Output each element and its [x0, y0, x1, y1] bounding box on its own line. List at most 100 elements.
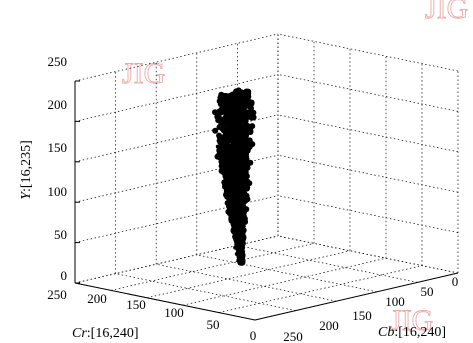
data-point — [222, 173, 229, 180]
floor-grid-cr — [218, 265, 423, 313]
outlier-point — [216, 152, 221, 157]
cr-axis-title: Cr:[16,240] — [72, 326, 139, 341]
cr-tick-label-150: 150 — [126, 297, 146, 312]
cr-axis-range: :[16,240] — [87, 326, 139, 341]
data-point — [226, 93, 233, 100]
backwall-cr-grid-h — [74, 195, 279, 243]
cb-tick-label-200: 200 — [319, 318, 339, 333]
outlier-point — [233, 245, 238, 250]
floor-grid-cb — [156, 263, 337, 302]
data-point — [233, 138, 240, 144]
watermark-3: JIG — [390, 304, 433, 337]
data-point — [236, 253, 243, 260]
outlier-point — [236, 258, 241, 263]
point-cloud — [212, 87, 257, 266]
data-point — [247, 129, 254, 135]
data-point — [236, 115, 242, 122]
cr-tick-label-100: 100 — [164, 305, 184, 320]
z-tick-label-200: 200 — [48, 97, 68, 112]
backwall-cr-grid-h — [74, 74, 279, 122]
cb-tick-label-250: 250 — [283, 329, 303, 343]
data-point — [241, 191, 248, 197]
backwall-cr-grid-h — [74, 235, 279, 284]
data-point — [232, 163, 238, 170]
cb-axis-line — [254, 272, 459, 321]
backwall-cr-grid-h — [74, 33, 279, 82]
data-point — [240, 217, 246, 224]
data-point — [230, 100, 237, 107]
data-point — [238, 185, 245, 192]
cr-tick-label-250: 250 — [47, 287, 67, 302]
watermark-1: JIG — [122, 57, 165, 90]
data-point — [226, 182, 233, 189]
backwall-cr-grid-h — [74, 114, 279, 163]
data-point — [243, 141, 250, 148]
z-axis-var: Y — [19, 190, 34, 200]
data-point — [244, 91, 251, 98]
data-point — [230, 124, 237, 131]
cb-axis-var: Cb — [378, 325, 394, 340]
backwall-cb-grid-h — [277, 33, 459, 72]
data-point — [242, 117, 249, 124]
data-point — [236, 131, 243, 137]
z-axis-range: :[16,235] — [19, 140, 34, 192]
z-axis-title: Y:[16,235] — [19, 140, 34, 200]
outlier-point — [215, 144, 220, 149]
cr-axis-var: Cr — [72, 326, 87, 341]
cb-axis-title: Cb:[16,240] — [378, 325, 446, 340]
data-point — [235, 148, 242, 155]
cb-tick-label-100: 100 — [385, 294, 405, 309]
backwall-cr-grid-h — [74, 154, 279, 203]
data-point — [243, 132, 249, 139]
data-point — [227, 129, 234, 135]
data-point — [238, 222, 245, 228]
z-tick-label-50: 50 — [54, 227, 67, 242]
floor-grid-cr — [110, 243, 315, 291]
data-point — [229, 203, 236, 210]
cr-tick-label-0: 0 — [250, 328, 257, 343]
data-point — [248, 100, 255, 107]
floor-grid-cb — [115, 273, 296, 311]
z-tick-label-0: 0 — [61, 268, 68, 283]
data-point — [225, 157, 232, 164]
z-tick-label-250: 250 — [48, 54, 68, 69]
data-point — [249, 123, 256, 130]
backwall-cb-grid-h — [277, 235, 459, 274]
data-point — [217, 119, 224, 125]
backwall-cb-grid-h — [277, 195, 459, 233]
cr-tick-label-200: 200 — [87, 291, 107, 306]
data-point — [214, 113, 221, 120]
outlier-point — [216, 138, 221, 143]
cb-tick-label-150: 150 — [352, 308, 372, 323]
floor-grid-cb — [237, 245, 418, 283]
floor-grid-cr — [182, 257, 387, 306]
data-point — [223, 140, 230, 147]
floor-grid-cb — [196, 254, 377, 293]
data-point — [238, 106, 244, 113]
watermark-2: JIG — [425, 0, 468, 25]
data-point — [240, 198, 246, 205]
data-point — [225, 166, 232, 173]
data-point — [231, 219, 238, 225]
cb-tick-label-0: 0 — [452, 274, 459, 289]
data-point — [231, 186, 238, 193]
data-point — [219, 97, 226, 104]
data-point — [212, 127, 219, 134]
data-point — [237, 249, 244, 256]
data-point — [241, 158, 248, 165]
data-point — [226, 151, 233, 158]
cb-axis-range: :[16,240] — [394, 325, 446, 340]
cr-tick-label-50: 50 — [207, 317, 220, 332]
data-point — [239, 205, 246, 212]
cr-axis-line — [74, 282, 256, 321]
data-point — [218, 91, 225, 98]
floor-grid-cr — [146, 250, 351, 299]
data-point — [229, 209, 235, 216]
data-point — [243, 181, 250, 188]
cb-tick-label-50: 50 — [421, 284, 434, 299]
data-point — [224, 118, 230, 125]
z-tick-label-150: 150 — [48, 140, 68, 155]
data-point — [216, 124, 223, 131]
data-point — [237, 238, 244, 244]
